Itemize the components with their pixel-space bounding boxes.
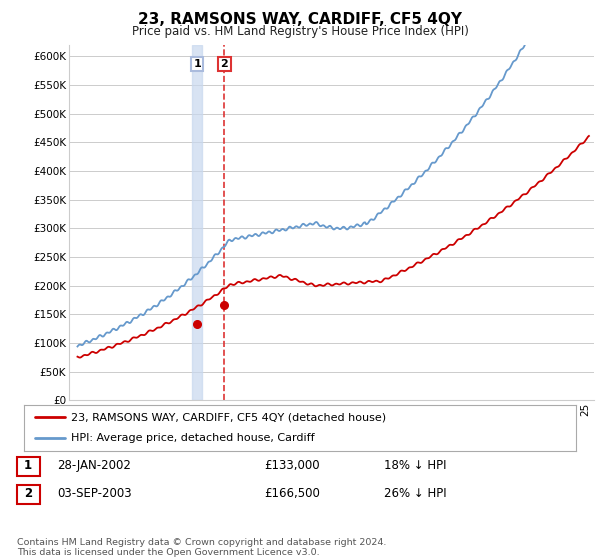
Text: £166,500: £166,500 bbox=[264, 487, 320, 501]
Text: 18% ↓ HPI: 18% ↓ HPI bbox=[384, 459, 446, 473]
Text: 1: 1 bbox=[193, 59, 201, 69]
Text: Price paid vs. HM Land Registry's House Price Index (HPI): Price paid vs. HM Land Registry's House … bbox=[131, 25, 469, 38]
Text: 26% ↓ HPI: 26% ↓ HPI bbox=[384, 487, 446, 501]
Text: 23, RAMSONS WAY, CARDIFF, CF5 4QY (detached house): 23, RAMSONS WAY, CARDIFF, CF5 4QY (detac… bbox=[71, 412, 386, 422]
Text: 03-SEP-2003: 03-SEP-2003 bbox=[57, 487, 131, 501]
Text: 2: 2 bbox=[24, 487, 32, 501]
Text: 28-JAN-2002: 28-JAN-2002 bbox=[57, 459, 131, 473]
Text: Contains HM Land Registry data © Crown copyright and database right 2024.
This d: Contains HM Land Registry data © Crown c… bbox=[17, 538, 386, 557]
Text: HPI: Average price, detached house, Cardiff: HPI: Average price, detached house, Card… bbox=[71, 433, 314, 444]
Text: £133,000: £133,000 bbox=[264, 459, 320, 473]
Text: 23, RAMSONS WAY, CARDIFF, CF5 4QY: 23, RAMSONS WAY, CARDIFF, CF5 4QY bbox=[138, 12, 462, 27]
Text: 2: 2 bbox=[221, 59, 229, 69]
Text: 1: 1 bbox=[24, 459, 32, 473]
Bar bbox=[192, 45, 202, 400]
